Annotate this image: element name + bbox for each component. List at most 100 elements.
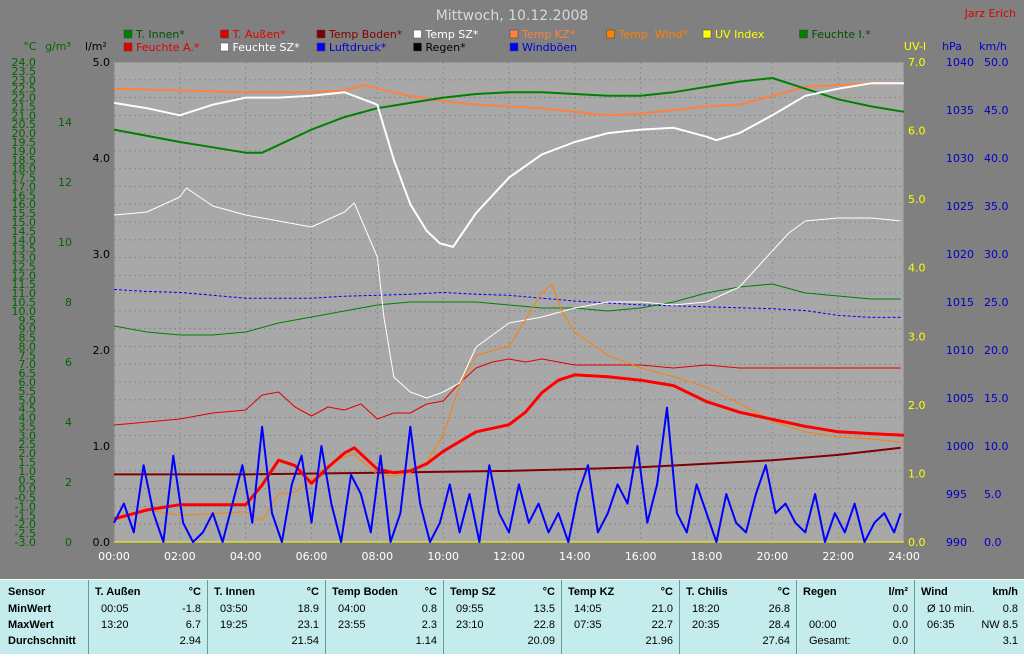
column-unit: l/m² <box>888 586 908 598</box>
column-unit: km/h <box>992 586 1018 598</box>
temp-tick: 2.0 <box>19 447 37 460</box>
average-value: 20.09 <box>527 635 555 647</box>
min-value: 0.0 <box>892 603 908 615</box>
humidity-tick: 12 <box>58 176 72 189</box>
total-label: Gesamt: <box>809 635 851 647</box>
legend-label: T. Innen* <box>135 28 185 41</box>
legend-label: Temp. Wind* <box>618 28 689 41</box>
temp-axis-unit: °C <box>23 40 37 53</box>
stats-column: T. Innen °C 03:50 18.9 19:25 23.1 21.54 <box>207 580 325 654</box>
temp-tick: 20.0 <box>12 127 37 140</box>
average-value: 21.54 <box>291 635 319 647</box>
temp-tick: 3.5 <box>19 420 37 433</box>
x-tick: 16:00 <box>625 550 657 563</box>
average-value: 0.0 <box>892 635 908 647</box>
min-time: 03:50 <box>220 603 248 615</box>
temp-tick: 20.5 <box>12 118 37 131</box>
wind-tick: 25.0 <box>984 296 1009 309</box>
series-line-windb-en <box>113 406 902 543</box>
author-label: Jarz Erich <box>964 7 1016 20</box>
min-value: 18.9 <box>297 603 319 615</box>
min-time: 18:20 <box>692 603 720 615</box>
temp-tick: 14.5 <box>12 225 37 238</box>
min-time: 09:55 <box>456 603 484 615</box>
humidity-tick: 4 <box>65 416 72 429</box>
temp-tick: 0.5 <box>19 474 37 487</box>
temp-tick: 19.5 <box>12 136 37 149</box>
pressure-tick: 990 <box>946 536 967 549</box>
series-line-t-innen <box>113 77 905 154</box>
temp-tick: 13.0 <box>12 252 37 265</box>
column-title: Temp SZ <box>450 586 496 598</box>
column-title: T. Außen <box>95 586 141 598</box>
legend-swatch <box>799 29 808 39</box>
column-title: T. Innen <box>214 586 255 598</box>
uv-tick: 7.0 <box>908 56 926 69</box>
humidity-tick: 14 <box>58 116 72 129</box>
legend-label: Feuchte I.* <box>812 28 872 41</box>
x-tick: 22:00 <box>822 550 854 563</box>
max-time: 19:25 <box>220 619 248 631</box>
stats-column: Regen l/m² 0.0 00:00 0.0 Gesamt: 0.0 <box>796 580 914 654</box>
min-value: 26.8 <box>768 603 790 615</box>
pressure-tick: 1015 <box>946 296 974 309</box>
temp-tick: -0.5 <box>15 492 36 505</box>
max-time: 23:55 <box>338 619 366 631</box>
column-unit: °C <box>306 586 319 598</box>
pressure-tick: 1010 <box>946 344 974 357</box>
temp-tick: 3.0 <box>19 429 37 442</box>
max-value: 22.7 <box>651 619 673 631</box>
max-value: NW 8.5 <box>981 619 1018 631</box>
wind-tick: 5.0 <box>984 488 1002 501</box>
legend-swatch <box>413 42 422 52</box>
max-value: 2.3 <box>421 619 437 631</box>
uv-tick: 2.0 <box>908 399 926 412</box>
x-tick: 24:00 <box>888 550 920 563</box>
sensor-header: Sensor <box>8 586 46 598</box>
min-value: 0.8 <box>1002 603 1018 615</box>
rain-tick: 5.0 <box>93 56 111 69</box>
temp-tick: 13.5 <box>12 243 37 256</box>
legend-label: Windböen <box>522 41 577 54</box>
min-time: 14:05 <box>574 603 602 615</box>
temp-tick: 14.0 <box>12 234 37 247</box>
min-time: 00:05 <box>101 603 129 615</box>
average-value: 1.14 <box>415 635 437 647</box>
rain-tick: 3.0 <box>93 248 111 261</box>
temp-tick: 2.5 <box>19 438 37 451</box>
temp-tick: 6.0 <box>19 376 37 389</box>
wind-tick: 45.0 <box>984 104 1009 117</box>
temp-tick: 11.5 <box>12 278 37 291</box>
max-time: 23:10 <box>456 619 484 631</box>
min-value: 0.8 <box>421 603 437 615</box>
legend-swatch <box>509 42 519 52</box>
x-tick: 02:00 <box>164 550 196 563</box>
temp-tick: 23.0 <box>12 74 37 87</box>
average-value: 21.96 <box>645 635 673 647</box>
temp-tick: 5.5 <box>19 385 37 398</box>
stats-table: Sensor MinWert MaxWert Durchschnitt T. Außen… <box>0 579 1024 654</box>
legend-swatch <box>123 42 133 52</box>
min-time: 04:00 <box>338 603 366 615</box>
stats-column: Temp KZ °C 14:05 21.0 07:35 22.7 21.96 <box>561 580 679 654</box>
temp-tick: 8.5 <box>19 332 37 345</box>
temp-tick: -3.0 <box>15 536 36 549</box>
uv-tick: 6.0 <box>908 125 926 138</box>
column-title: Temp KZ <box>568 586 615 598</box>
average-value: 3.1 <box>1002 635 1018 647</box>
temp-tick: 22.0 <box>12 92 37 105</box>
row-label: MaxWert <box>8 619 54 631</box>
legend-label: Temp KZ* <box>521 28 576 41</box>
series-line-temp-boden <box>114 446 901 476</box>
temp-tick: 1.5 <box>19 456 37 469</box>
uv-tick: 1.0 <box>908 467 926 480</box>
pressure-tick: 1040 <box>946 56 974 69</box>
pressure-tick: 1025 <box>946 200 974 213</box>
stats-column: Temp Boden °C 04:00 0.8 23:55 2.3 1.14 <box>325 580 443 654</box>
x-tick: 06:00 <box>296 550 328 563</box>
x-tick: 14:00 <box>559 550 591 563</box>
x-tick: 20:00 <box>756 550 788 563</box>
legend-swatch <box>316 42 326 52</box>
legend-swatch <box>316 29 326 39</box>
temp-tick: 4.0 <box>19 412 37 425</box>
